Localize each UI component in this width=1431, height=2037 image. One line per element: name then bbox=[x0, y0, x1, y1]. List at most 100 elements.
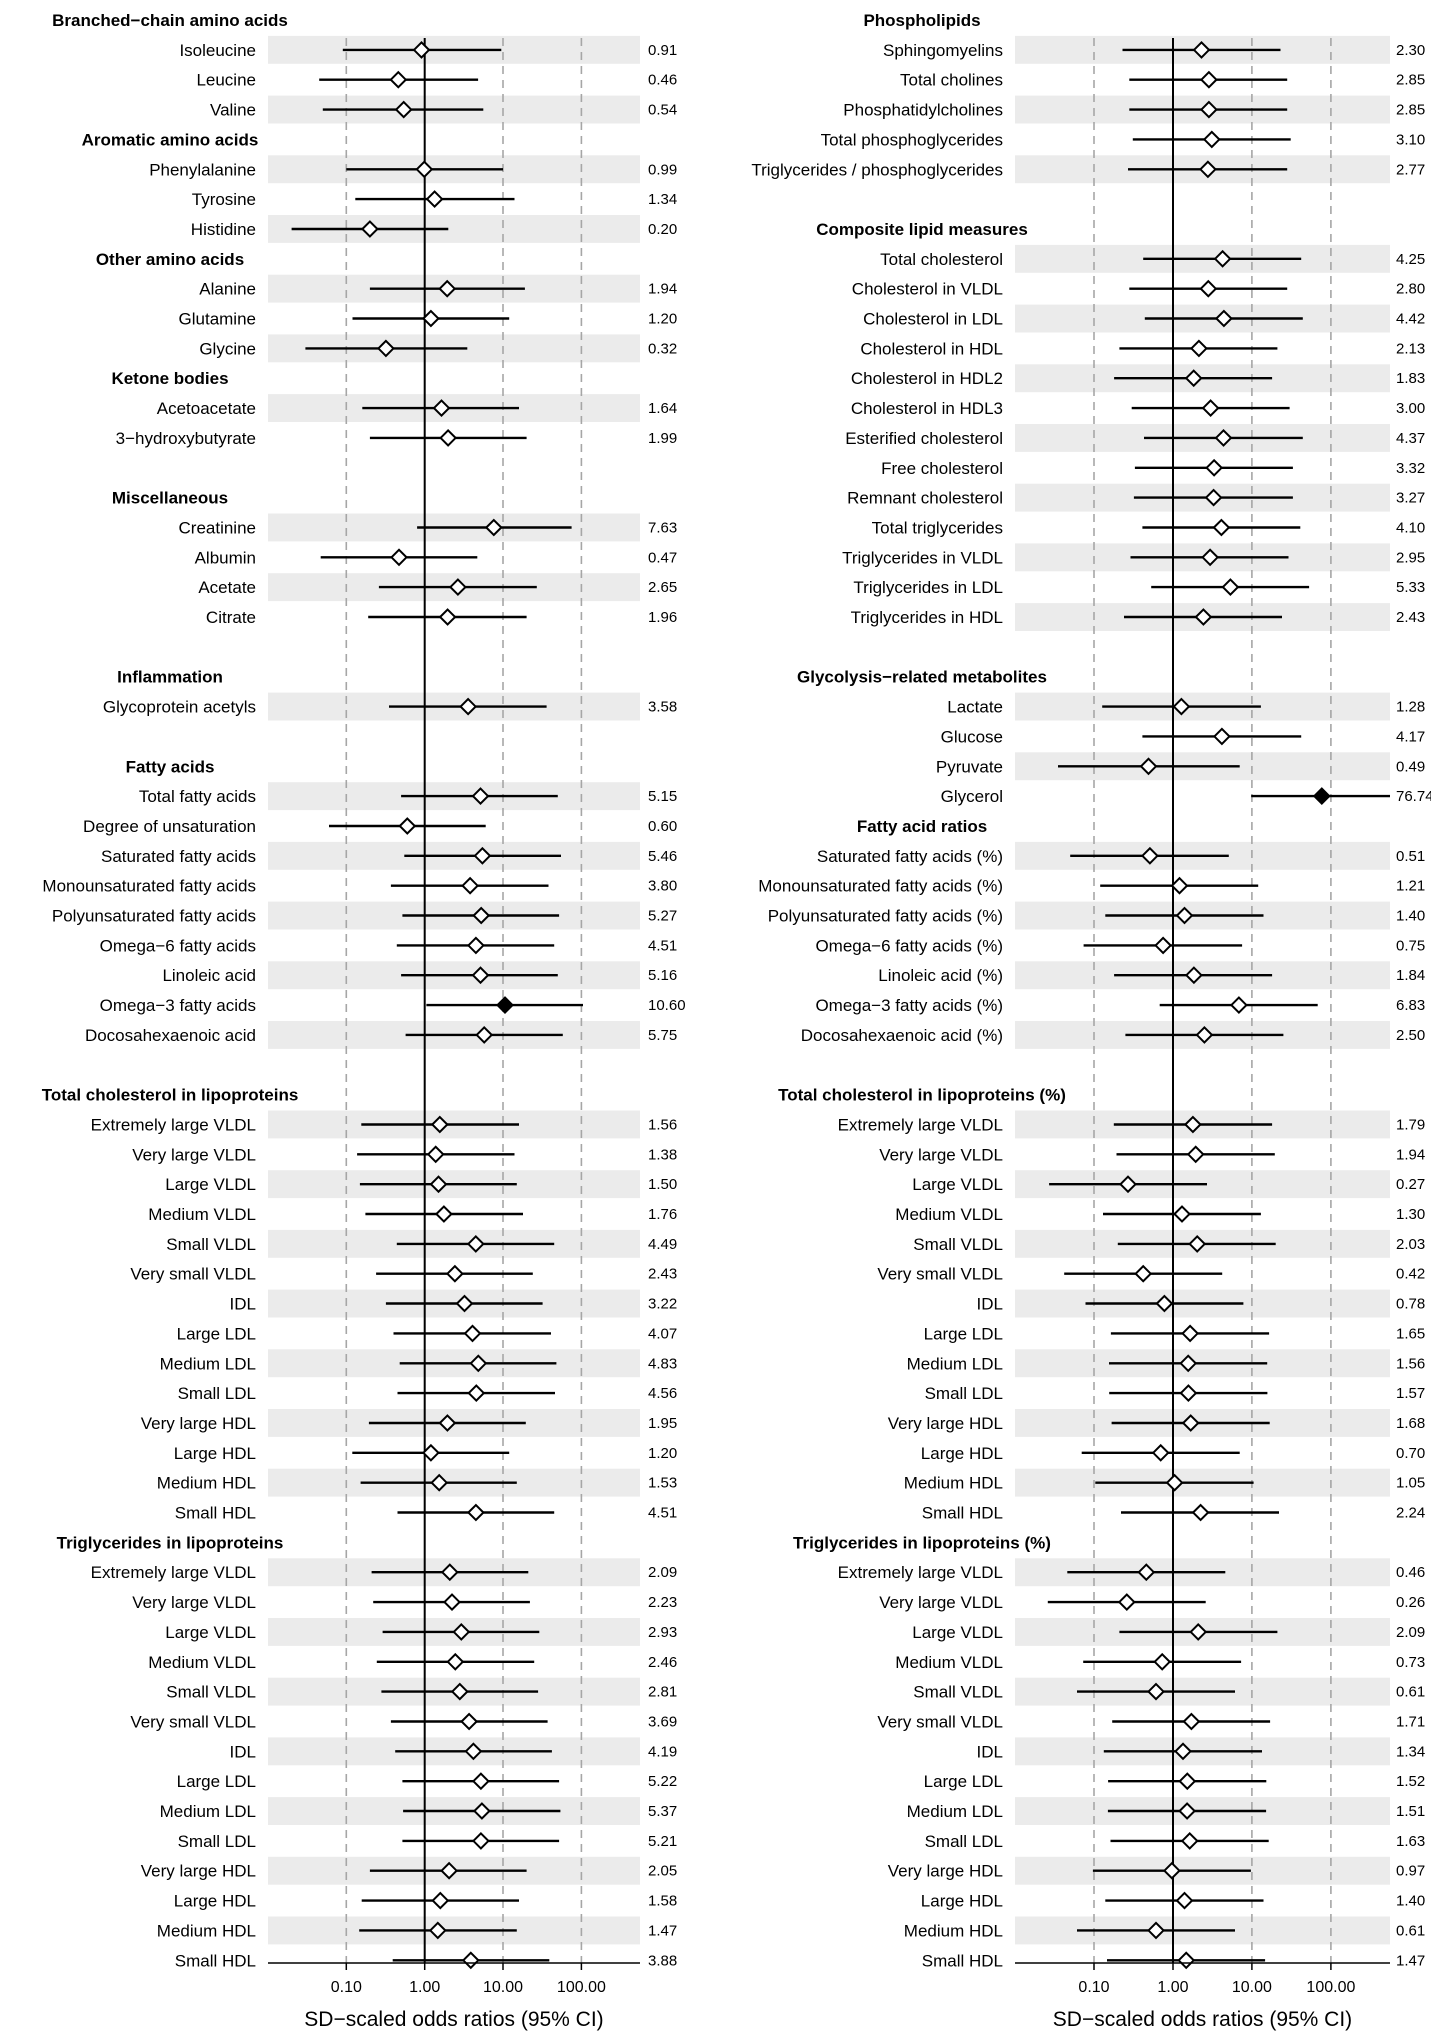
or-value: 0.99 bbox=[648, 161, 677, 178]
row-label: Large LDL bbox=[924, 1324, 1003, 1343]
point-estimate bbox=[1205, 458, 1224, 477]
point-estimate bbox=[459, 697, 478, 716]
or-value: 2.13 bbox=[1396, 340, 1425, 357]
row-label: Cholesterol in VLDL bbox=[852, 280, 1003, 299]
or-value: 3.58 bbox=[648, 699, 677, 716]
row-label: Very large HDL bbox=[888, 1414, 1003, 1433]
or-value: 3.27 bbox=[1396, 490, 1425, 507]
or-value: 2.65 bbox=[648, 579, 677, 596]
or-value: 2.50 bbox=[1396, 1027, 1425, 1044]
point-estimate bbox=[461, 1951, 480, 1970]
or-value: 1.64 bbox=[648, 400, 677, 417]
or-value: 0.60 bbox=[648, 818, 677, 835]
point-estimate bbox=[1184, 966, 1203, 985]
row-label: Polyunsaturated fatty acids bbox=[52, 907, 256, 926]
point-estimate bbox=[1204, 488, 1223, 507]
point-estimate bbox=[398, 817, 417, 835]
point-estimate bbox=[1201, 548, 1220, 567]
point-estimate bbox=[484, 518, 503, 537]
or-value: 1.95 bbox=[648, 1415, 677, 1432]
or-value: 3.00 bbox=[1396, 400, 1425, 417]
or-value: 1.40 bbox=[1396, 1893, 1425, 1910]
x-tick-label: 1.00 bbox=[409, 1979, 440, 1996]
or-value: 2.93 bbox=[648, 1624, 677, 1641]
point-estimate bbox=[466, 936, 485, 955]
or-value: 1.79 bbox=[1396, 1116, 1425, 1133]
point-estimate bbox=[448, 578, 467, 597]
or-value: 3.88 bbox=[648, 1952, 677, 1969]
row-label: Esterified cholesterol bbox=[845, 429, 1003, 448]
or-value: 0.70 bbox=[1396, 1445, 1425, 1462]
or-value: 7.63 bbox=[648, 519, 677, 536]
row-label: Extremely large VLDL bbox=[91, 1563, 256, 1582]
or-value: 0.20 bbox=[648, 221, 677, 238]
row-label: Triglycerides in VLDL bbox=[842, 548, 1003, 567]
point-estimate bbox=[1189, 1622, 1208, 1641]
group-title: Triglycerides in lipoproteins bbox=[57, 1533, 284, 1552]
row-label: Large VLDL bbox=[165, 1623, 256, 1642]
or-value: 2.85 bbox=[1396, 72, 1425, 89]
x-tick-label: 10.00 bbox=[1232, 1979, 1272, 1996]
row-label: Medium HDL bbox=[157, 1474, 256, 1493]
or-value: 0.97 bbox=[1396, 1863, 1425, 1880]
or-value: 2.85 bbox=[1396, 102, 1425, 119]
point-estimate bbox=[1117, 1593, 1136, 1612]
row-label: Cholesterol in HDL bbox=[860, 339, 1003, 358]
x-axis-title: SD−scaled odds ratios (95% CI) bbox=[1053, 2008, 1352, 2031]
point-estimate bbox=[1177, 1951, 1196, 1970]
row-label: Very large HDL bbox=[141, 1862, 256, 1881]
or-value: 1.34 bbox=[648, 191, 677, 208]
row-label: Omega−6 fatty acids (%) bbox=[815, 936, 1003, 955]
row-label: Small HDL bbox=[922, 1504, 1003, 1523]
row-label: Histidine bbox=[191, 220, 256, 239]
point-estimate bbox=[445, 1264, 464, 1283]
row-label: Saturated fatty acids bbox=[101, 847, 256, 866]
point-estimate bbox=[438, 279, 457, 298]
row-label: Docosahexaenoic acid bbox=[85, 1026, 256, 1045]
point-estimate bbox=[1147, 1921, 1165, 1940]
point-estimate bbox=[464, 1742, 483, 1761]
row-label: Extremely large VLDL bbox=[838, 1563, 1003, 1582]
point-estimate bbox=[455, 1294, 474, 1313]
or-value: 3.22 bbox=[648, 1296, 677, 1313]
or-value: 1.96 bbox=[648, 609, 677, 626]
or-value: 0.42 bbox=[1396, 1266, 1425, 1283]
row-label: Large HDL bbox=[921, 1892, 1003, 1911]
or-value: 4.56 bbox=[648, 1385, 677, 1402]
row-label: Glucose bbox=[941, 727, 1003, 746]
row-label: Large HDL bbox=[921, 1444, 1003, 1463]
row-label: Medium HDL bbox=[904, 1474, 1003, 1493]
or-value: 1.20 bbox=[648, 1445, 677, 1462]
point-estimate bbox=[434, 1205, 453, 1223]
row-label: Medium LDL bbox=[160, 1354, 256, 1373]
point-estimate bbox=[446, 1652, 465, 1671]
row-label: Small VLDL bbox=[913, 1683, 1003, 1702]
group-title: Miscellaneous bbox=[112, 489, 228, 508]
point-estimate bbox=[1195, 1025, 1214, 1044]
row-label: Very small VLDL bbox=[130, 1265, 256, 1284]
row-label: Triglycerides in LDL bbox=[853, 578, 1003, 597]
point-estimate bbox=[394, 100, 413, 119]
point-estimate bbox=[1182, 1712, 1201, 1731]
point-estimate bbox=[1174, 1742, 1192, 1761]
row-label: Glycoprotein acetyls bbox=[103, 698, 256, 717]
point-estimate bbox=[472, 1802, 491, 1820]
row-label: Medium VLDL bbox=[895, 1205, 1003, 1224]
row-label: Tyrosine bbox=[192, 190, 256, 209]
point-estimate bbox=[1165, 1473, 1184, 1492]
row-label: Small LDL bbox=[178, 1832, 256, 1851]
point-estimate bbox=[428, 1921, 447, 1940]
or-value: 5.46 bbox=[648, 848, 677, 865]
row-label: Glycine bbox=[199, 339, 256, 358]
row-label: Valine bbox=[210, 101, 256, 120]
or-value: 0.51 bbox=[1396, 848, 1425, 865]
point-estimate bbox=[1139, 757, 1158, 776]
row-label: Total cholesterol bbox=[880, 250, 1003, 269]
row-label: Small LDL bbox=[178, 1384, 256, 1403]
or-value: 1.51 bbox=[1396, 1803, 1425, 1820]
point-estimate bbox=[463, 1324, 482, 1343]
or-value: 0.91 bbox=[648, 42, 677, 59]
row-label: Extremely large VLDL bbox=[838, 1115, 1003, 1134]
point-estimate bbox=[1221, 578, 1240, 597]
group-title: Phospholipids bbox=[863, 11, 980, 30]
